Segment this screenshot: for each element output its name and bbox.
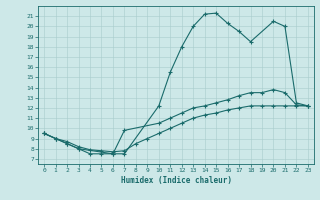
- X-axis label: Humidex (Indice chaleur): Humidex (Indice chaleur): [121, 176, 231, 185]
